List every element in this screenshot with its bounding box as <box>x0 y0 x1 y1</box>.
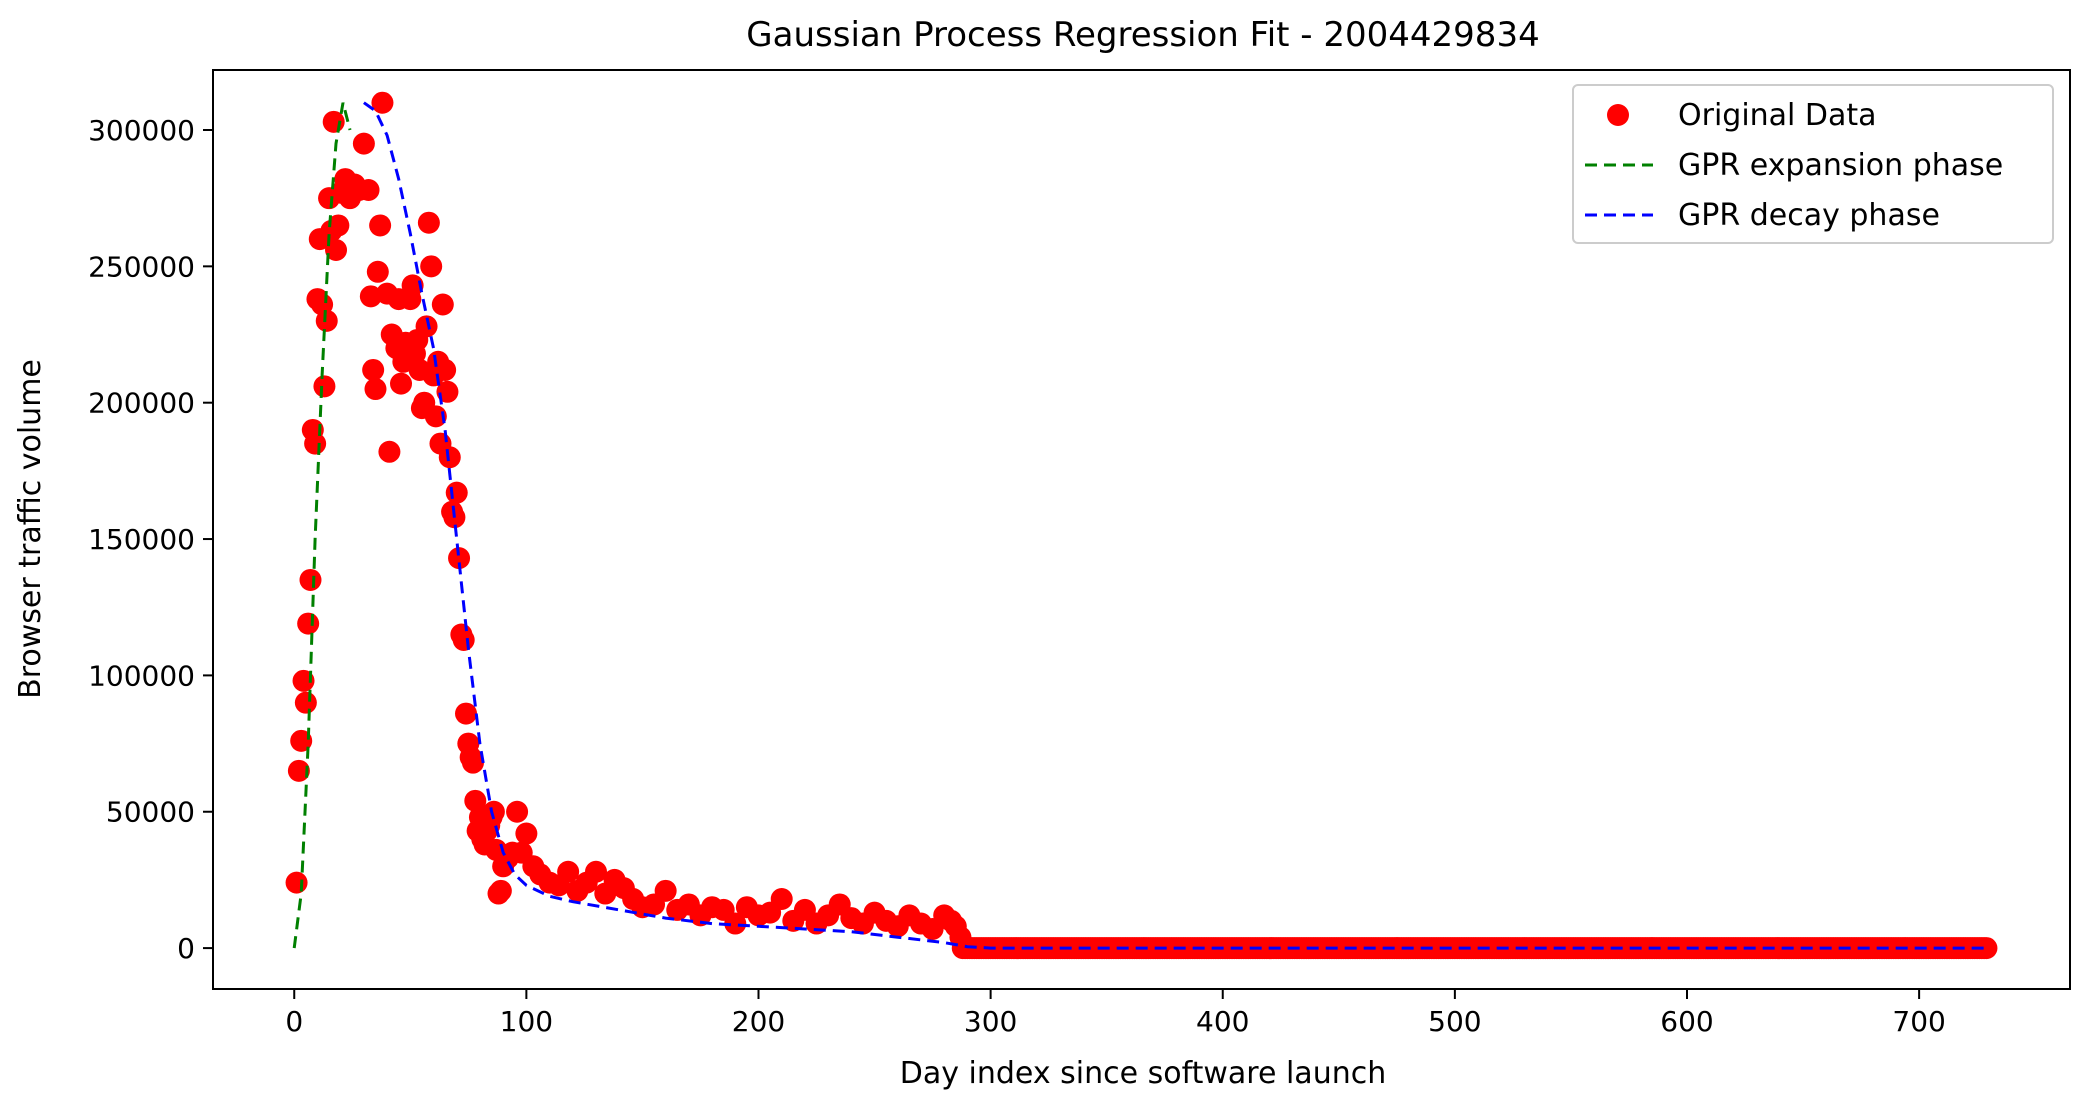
x-tick-label: 0 <box>285 1005 303 1038</box>
data-point <box>434 358 457 381</box>
y-tick-label: 200000 <box>88 387 195 420</box>
data-point <box>455 702 478 725</box>
data-point <box>366 260 389 283</box>
x-tick-label: 500 <box>1428 1005 1481 1038</box>
chart-axes: 0 100 200 300 400 500 600 700 0 50000 100000 150000… <box>88 114 1946 1038</box>
data-point <box>724 912 747 935</box>
data-point <box>378 440 401 463</box>
legend: Original Data GPR expansion phase GPR deca… <box>1572 84 2054 244</box>
plot-frame <box>212 69 2071 990</box>
x-tick-label: 100 <box>500 1005 553 1038</box>
data-point <box>461 751 484 774</box>
y-tick-label: 0 <box>177 932 195 965</box>
data-point <box>424 405 447 428</box>
data-point <box>325 238 348 261</box>
data-point <box>489 879 512 902</box>
data-point <box>482 800 505 823</box>
data-point <box>415 315 438 338</box>
y-tick-label: 250000 <box>88 250 195 283</box>
data-point <box>371 91 394 114</box>
data-point <box>327 214 350 237</box>
data-point <box>390 372 413 395</box>
data-point <box>431 293 454 316</box>
data-point <box>359 285 382 308</box>
x-tick-label: 300 <box>964 1005 1017 1038</box>
data-point <box>352 132 375 155</box>
data-point <box>448 547 471 570</box>
x-tick-label: 600 <box>1660 1005 1713 1038</box>
data-point <box>322 110 345 133</box>
data-point <box>1975 937 1998 960</box>
y-tick-label: 50000 <box>106 796 195 829</box>
data-point <box>369 214 392 237</box>
data-point <box>313 375 336 398</box>
data-point <box>304 432 327 455</box>
data-point <box>557 860 580 883</box>
legend-label: Original Data <box>1678 98 1877 133</box>
data-point <box>445 481 468 504</box>
y-tick-label: 300000 <box>88 114 195 147</box>
gpr-expansion-line <box>292 102 352 949</box>
data-point <box>452 628 475 651</box>
data-point <box>438 446 461 469</box>
x-tick-label: 200 <box>732 1005 785 1038</box>
legend-marker-original-data <box>1607 104 1629 126</box>
data-point <box>362 358 385 381</box>
data-point <box>654 879 677 902</box>
data-point <box>285 871 308 894</box>
data-point <box>294 691 317 714</box>
gpr-decay-line <box>363 101 1989 950</box>
data-point <box>506 800 529 823</box>
data-point <box>364 378 387 401</box>
data-point <box>357 178 380 201</box>
data-point <box>315 309 338 332</box>
data-point <box>401 274 424 297</box>
y-tick-label: 150000 <box>88 523 195 556</box>
x-tick-label: 700 <box>1892 1005 1945 1038</box>
x-tick-label: 400 <box>1196 1005 1249 1038</box>
data-point <box>299 568 322 591</box>
legend-box <box>1572 84 2054 244</box>
x-axis-label: Day index since software launch <box>900 1056 1386 1091</box>
legend-label: GPR expansion phase <box>1678 148 2003 183</box>
data-point <box>290 729 313 752</box>
y-axis-label: Browser traffic volume <box>13 359 48 699</box>
data-point <box>515 822 538 845</box>
y-tick-label: 100000 <box>88 659 195 692</box>
chart-marks <box>285 91 1998 960</box>
chart-title: Gaussian Process Regression Fit - 200442… <box>746 15 1539 55</box>
data-point <box>417 211 440 234</box>
data-point <box>585 860 608 883</box>
data-point <box>420 255 443 278</box>
data-point <box>770 888 793 911</box>
data-point <box>287 759 310 782</box>
data-point <box>297 612 320 635</box>
legend-label: GPR decay phase <box>1678 198 1940 233</box>
